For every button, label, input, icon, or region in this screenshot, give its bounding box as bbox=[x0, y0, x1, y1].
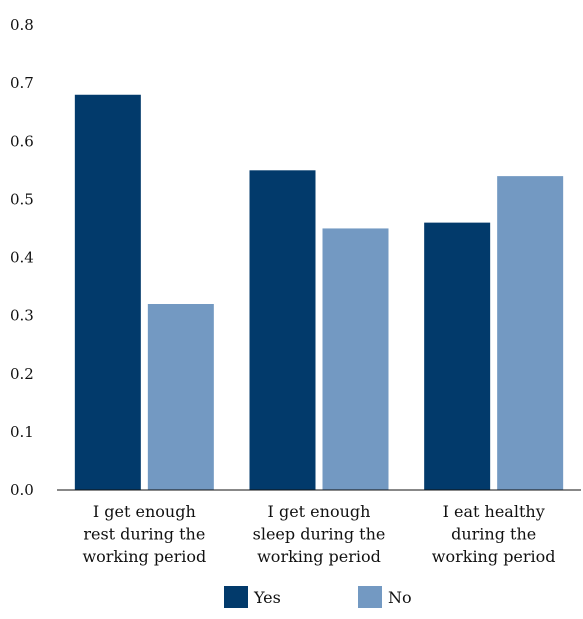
y-tick-label: 0.2 bbox=[10, 365, 34, 383]
y-tick-label: 0.8 bbox=[10, 16, 34, 34]
y-tick-label: 0.6 bbox=[10, 132, 34, 150]
y-tick-label: 0.7 bbox=[10, 74, 34, 92]
y-tick-label: 0.0 bbox=[10, 481, 34, 499]
y-tick-label: 0.1 bbox=[10, 423, 34, 441]
bar-yes-2 bbox=[249, 170, 316, 490]
x-category-label: I eat healthy during the working period bbox=[432, 502, 556, 566]
bar-yes-3 bbox=[424, 222, 491, 490]
x-category-label: I get enough sleep during the working peri… bbox=[253, 502, 386, 566]
x-category-label: I get enough rest during the working perio… bbox=[82, 502, 206, 566]
y-tick-label: 0.5 bbox=[10, 190, 34, 208]
bar-no-1 bbox=[147, 304, 214, 490]
x-axis-category-labels: I get enough rest during the working perio… bbox=[82, 502, 555, 566]
legend-swatch-no bbox=[358, 586, 382, 608]
y-tick-label: 0.4 bbox=[10, 249, 34, 267]
legend-label-yes: Yes bbox=[253, 588, 281, 607]
bar-no-2 bbox=[322, 228, 389, 490]
y-tick-label: 0.3 bbox=[10, 307, 34, 325]
y-axis-ticks: 0.0 0.1 0.2 0.3 0.4 0.5 0.6 0.7 0.8 bbox=[10, 16, 34, 499]
legend: Yes No bbox=[224, 586, 412, 608]
bar-no-3 bbox=[497, 176, 564, 490]
bar-yes-1 bbox=[74, 94, 141, 490]
legend-label-no: No bbox=[388, 588, 412, 607]
legend-swatch-yes bbox=[224, 586, 248, 608]
bars bbox=[74, 94, 564, 490]
